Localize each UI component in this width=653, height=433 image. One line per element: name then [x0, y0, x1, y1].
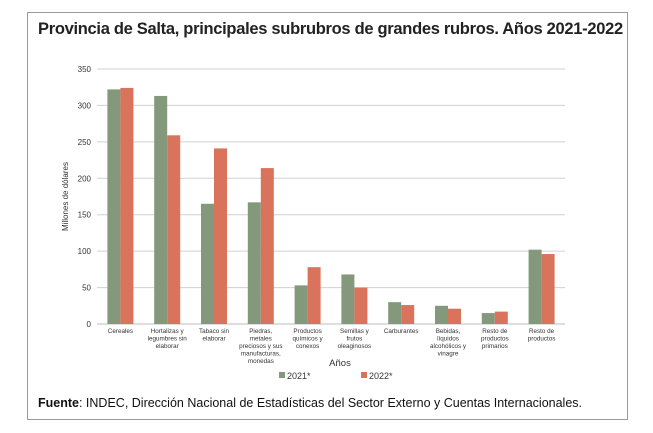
x-tick-label: manufacturas,	[241, 351, 281, 358]
bar-2022-4	[307, 267, 321, 324]
y-axis-label: Millones de dólares	[61, 162, 70, 231]
x-tick-label: primarios	[482, 343, 508, 350]
bar-2021-1	[154, 95, 168, 324]
bar-2022-7	[448, 308, 461, 324]
y-tick-label: 50	[82, 284, 91, 293]
bar-2022-9	[541, 254, 555, 324]
bar-2022-0	[120, 87, 134, 324]
x-tick-label: Piedras,	[249, 328, 272, 335]
source-text: : INDEC, Dirección Nacional de Estadísti…	[78, 396, 582, 410]
x-tick-label: conexos	[296, 343, 319, 350]
x-tick-label: frutos	[347, 336, 363, 343]
x-tick-label: Tabaco sin	[199, 328, 230, 335]
bar-2021-9	[528, 249, 542, 324]
legend-label: 2022*	[369, 371, 393, 381]
bar-2022-6	[401, 305, 415, 324]
bar-2021-5	[341, 274, 355, 324]
x-tick-label: Resto de	[482, 328, 508, 335]
bar-2022-8	[494, 311, 508, 324]
x-tick-label: productos	[528, 336, 556, 343]
x-tick-label: Resto de	[529, 328, 555, 335]
bar-2022-5	[354, 287, 368, 324]
x-tick-label: legumbres sin	[148, 336, 188, 343]
x-tick-label: monedas	[248, 358, 274, 365]
y-tick-label: 300	[78, 101, 92, 110]
legend-label: 2021*	[287, 371, 311, 381]
y-tick-label: 350	[78, 65, 92, 74]
source-note: Fuente: INDEC, Dirección Nacional de Est…	[38, 396, 582, 410]
x-tick-label: Semillas y	[340, 328, 370, 335]
y-tick-label: 150	[78, 211, 92, 220]
bar-2021-0	[107, 89, 121, 325]
bar-2022-1	[167, 135, 181, 324]
source-label: Fuente	[38, 396, 79, 410]
x-axis-label: Años	[329, 358, 351, 369]
bar-2021-8	[481, 313, 495, 324]
x-tick-label: vinagre	[438, 351, 459, 358]
legend-swatch	[361, 372, 367, 378]
x-tick-label: elaborar	[202, 336, 225, 343]
bar-2022-3	[260, 168, 274, 324]
y-tick-label: 250	[78, 138, 92, 147]
bar-2021-4	[294, 285, 308, 324]
bar-2022-2	[214, 148, 227, 324]
x-tick-label: productos	[481, 336, 509, 343]
bar-2021-3	[247, 202, 261, 324]
x-tick-label: preciosos y sus	[239, 343, 282, 350]
y-tick-label: 200	[78, 174, 92, 183]
y-tick-label: 0	[87, 320, 92, 329]
x-tick-label: químicos y	[293, 336, 324, 343]
chart-title: Provincia de Salta, principales subrubro…	[38, 20, 623, 38]
bar-2021-7	[435, 305, 448, 324]
x-tick-label: líquidos	[437, 336, 459, 343]
x-tick-label: Productos	[293, 328, 321, 335]
y-tick-label: 100	[78, 247, 92, 256]
x-tick-label: oleaginosos	[338, 343, 372, 350]
figure-frame	[27, 12, 628, 420]
x-tick-label: Hortalizas y	[151, 328, 185, 335]
bar-2021-6	[388, 302, 402, 324]
legend-swatch	[279, 372, 285, 378]
x-tick-label: Carburantes	[384, 328, 419, 335]
x-tick-label: alcohólicos y	[430, 343, 467, 350]
x-tick-label: metales	[250, 336, 272, 343]
bar-2021-2	[201, 203, 214, 324]
x-tick-label: Cereales	[108, 328, 133, 335]
x-tick-label: elaborar	[156, 343, 179, 350]
x-tick-label: Bebidas,	[436, 328, 461, 335]
